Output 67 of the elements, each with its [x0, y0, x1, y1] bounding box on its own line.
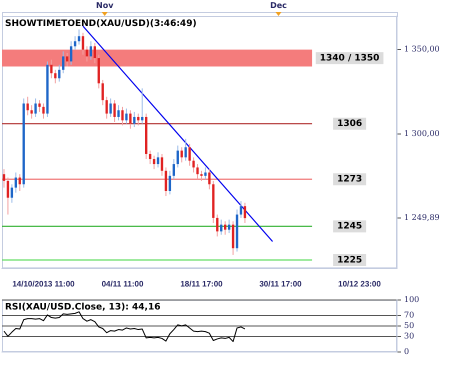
candlestick: [180, 146, 183, 163]
candlestick: [152, 155, 156, 170]
candlestick: [90, 40, 92, 60]
candlestick: [70, 40, 72, 66]
ref-line-label: 1225: [337, 255, 362, 266]
candlestick: [14, 172, 18, 194]
candlestick: [220, 219, 222, 236]
candlestick: [30, 104, 33, 120]
chart-title: RSI(XAU/USD.Close, 13): 44,16: [5, 302, 161, 313]
candlestick: [26, 96, 29, 116]
candlestick: [200, 170, 203, 182]
candlestick: [74, 36, 76, 50]
candlestick: [204, 166, 207, 180]
candlestick: [228, 219, 230, 234]
ref-line-label: 1245: [337, 222, 362, 232]
candlestick: [34, 98, 37, 118]
y-tick-label: 50: [404, 320, 414, 330]
candlestick: [66, 52, 68, 67]
text: Dec: [270, 1, 288, 10]
candlestick: [105, 96, 108, 120]
y-tick-label: 1 350,00: [404, 44, 440, 54]
candlestick: [164, 166, 168, 197]
candlestick: [216, 214, 218, 237]
candlestick: [102, 79, 104, 106]
candlestick: [18, 174, 21, 192]
text: Nov: [96, 1, 114, 10]
candlestick: [224, 220, 226, 236]
x-tick-label: 14/10/2013 11:00: [12, 279, 76, 288]
y-tick-label: 1 300,00: [404, 128, 440, 138]
candlestick: [137, 113, 140, 126]
y-tick-label: 1 249,89: [404, 213, 440, 222]
candlestick: [58, 64, 60, 82]
candlestick: [208, 168, 211, 190]
candlestick: [6, 177, 10, 216]
candlestick: [168, 170, 172, 195]
candlestick: [172, 158, 176, 180]
x-tick-label: 18/11 17:00: [180, 279, 224, 288]
band-label: 1340 / 1350: [320, 53, 380, 64]
candlestick: [50, 59, 53, 79]
candlestick: [148, 150, 152, 165]
candlestick: [54, 69, 57, 84]
candlestick: [109, 98, 112, 118]
x-tick-label: 10/12 23:00: [338, 279, 382, 288]
ref-line-label: 1273: [337, 174, 362, 185]
candlestick: [176, 145, 179, 168]
candlestick: [184, 138, 187, 162]
candlestick: [133, 111, 136, 128]
candlestick: [244, 202, 246, 224]
candlestick: [62, 50, 64, 74]
candlestick: [188, 143, 191, 166]
candlestick: [113, 100, 116, 123]
candlestick: [129, 110, 132, 130]
candlestick: [86, 46, 88, 62]
ref-line-label: 1306: [337, 119, 362, 130]
candlestick: [94, 42, 96, 64]
candlestick: [10, 184, 14, 204]
y-tick-label: 30: [404, 331, 414, 340]
candlestick: [232, 220, 234, 256]
x-tick-label: 04/11 11:00: [102, 279, 144, 288]
y-tick-label: 100: [404, 294, 420, 304]
candlestick: [192, 156, 195, 173]
y-tick-label: 70: [404, 310, 414, 320]
x-tick-label: 30/11 17:00: [259, 279, 302, 288]
candlestick: [125, 108, 128, 124]
y-tick-label: 0: [404, 347, 410, 356]
candlestick: [141, 88, 144, 124]
chart-title: SHOWTIMETOEND(XAU/USD)(3:46:49): [5, 18, 197, 29]
